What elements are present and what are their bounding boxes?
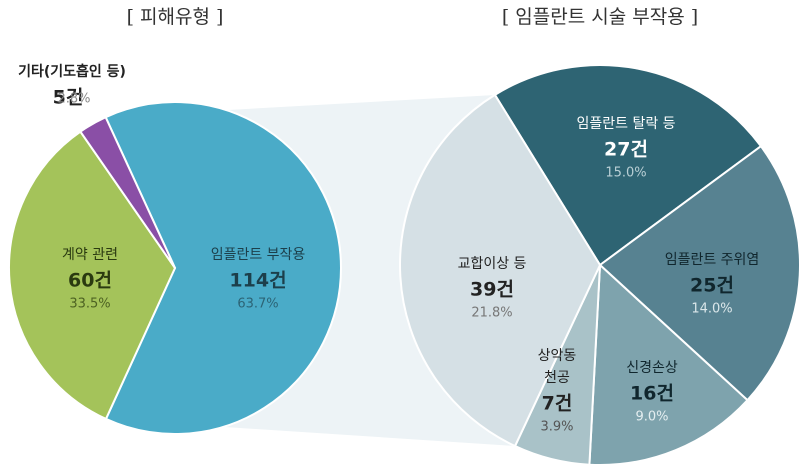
- slice-count: 5건: [53, 87, 84, 109]
- slice-percent: 33.5%: [69, 297, 110, 312]
- slice-name: 계약 관련: [62, 247, 118, 263]
- slice-percent: 2.8%: [57, 92, 90, 107]
- pie-slice: [104, 101, 342, 435]
- pie-slice: [399, 93, 602, 448]
- slice-count: 60건: [68, 270, 112, 292]
- slice-name: 신경손상: [626, 360, 678, 376]
- slice-count: 7건: [542, 393, 573, 415]
- slice-name: 임플란트 주위염: [665, 252, 760, 268]
- slice-percent: 63.7%: [237, 297, 278, 312]
- slice-percent: 9.0%: [635, 410, 668, 425]
- slice-name: 교합이상 등: [458, 256, 527, 272]
- slice-percent: 15.0%: [605, 166, 646, 181]
- slice-name: 상악동 천공: [538, 348, 577, 386]
- slice-count: 25건: [690, 275, 734, 297]
- chart-title: [ 피해유형 ]: [127, 6, 224, 28]
- slice-name: 기타(기도흡인 등): [18, 63, 126, 80]
- pie-slice: [78, 115, 176, 269]
- slice-count: 39건: [470, 279, 514, 301]
- pie-slice: [598, 144, 801, 402]
- slice-count: 114건: [229, 270, 286, 292]
- slice-percent: 21.8%: [471, 306, 512, 321]
- slice-count: 27건: [604, 139, 648, 161]
- pie-slice: [493, 64, 763, 267]
- slice-percent: 3.9%: [540, 420, 573, 435]
- slice-name: 임플란트 부작용: [211, 247, 306, 263]
- slice-count: 16건: [630, 383, 674, 405]
- slice-name: 임플란트 탈락 등: [576, 116, 675, 132]
- chart-title: [ 임플란트 시술 부작용 ]: [502, 6, 698, 28]
- slice-percent: 14.0%: [691, 302, 732, 317]
- pie-slice: [8, 130, 177, 421]
- pie-slice: [588, 262, 749, 466]
